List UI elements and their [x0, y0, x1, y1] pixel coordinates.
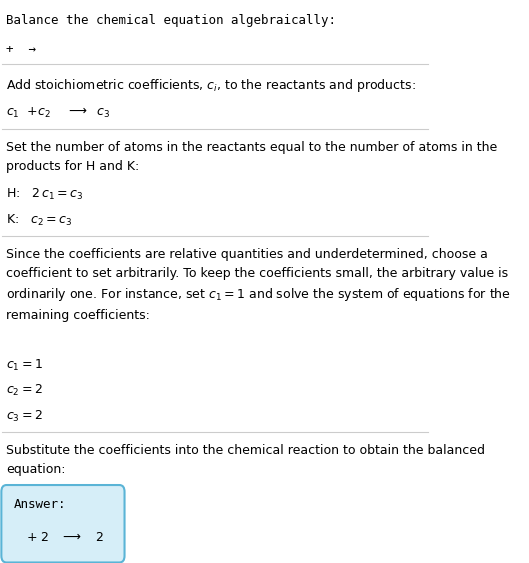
Text: K:   $c_2 = c_3$: K: $c_2 = c_3$ [6, 213, 72, 227]
Text: Set the number of atoms in the reactants equal to the number of atoms in the
pro: Set the number of atoms in the reactants… [6, 141, 498, 173]
Text: $c_2 = 2$: $c_2 = 2$ [6, 383, 43, 398]
Text: H:   $2\,c_1 = c_3$: H: $2\,c_1 = c_3$ [6, 187, 84, 202]
Text: +  →: + → [6, 43, 37, 56]
Text: + 2   $\longrightarrow$   2: + 2 $\longrightarrow$ 2 [25, 530, 103, 543]
Text: $c_1$  +$c_2$    $\longrightarrow$  $c_3$: $c_1$ +$c_2$ $\longrightarrow$ $c_3$ [6, 106, 111, 120]
Text: Balance the chemical equation algebraically:: Balance the chemical equation algebraica… [6, 14, 336, 27]
Text: $c_3 = 2$: $c_3 = 2$ [6, 409, 43, 424]
Text: Substitute the coefficients into the chemical reaction to obtain the balanced
eq: Substitute the coefficients into the che… [6, 444, 486, 476]
Text: Since the coefficients are relative quantities and underdetermined, choose a
coe: Since the coefficients are relative quan… [6, 248, 512, 322]
Text: Add stoichiometric coefficients, $c_i$, to the reactants and products:: Add stoichiometric coefficients, $c_i$, … [6, 77, 416, 93]
Text: Answer:: Answer: [13, 498, 66, 511]
FancyBboxPatch shape [2, 485, 124, 562]
Text: $c_1 = 1$: $c_1 = 1$ [6, 358, 43, 373]
